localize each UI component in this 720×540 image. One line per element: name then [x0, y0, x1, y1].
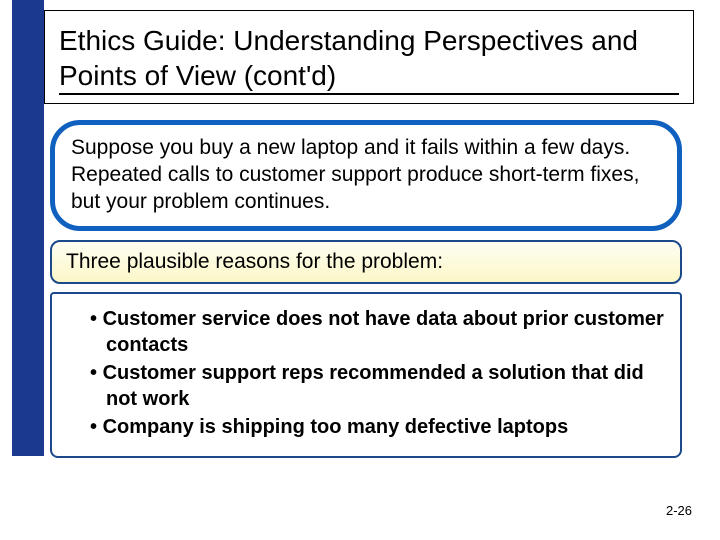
list-item: Customer service does not have data abou… [78, 306, 664, 358]
reasons-header-box: Three plausible reasons for the problem: [50, 240, 682, 284]
slide-title: Ethics Guide: Understanding Perspectives… [59, 23, 679, 95]
page-number: 2-26 [666, 503, 692, 518]
list-item: Company is shipping too many defective l… [78, 414, 664, 440]
reasons-list: Customer service does not have data abou… [68, 306, 664, 440]
list-item: Customer support reps recommended a solu… [78, 360, 664, 412]
title-container: Ethics Guide: Understanding Perspectives… [44, 10, 694, 104]
reasons-list-box: Customer service does not have data abou… [50, 292, 682, 458]
sidebar-accent-bar [12, 0, 44, 456]
scenario-box: Suppose you buy a new laptop and it fail… [50, 120, 682, 231]
scenario-text: Suppose you buy a new laptop and it fail… [71, 135, 661, 216]
reasons-header-text: Three plausible reasons for the problem: [66, 250, 666, 274]
